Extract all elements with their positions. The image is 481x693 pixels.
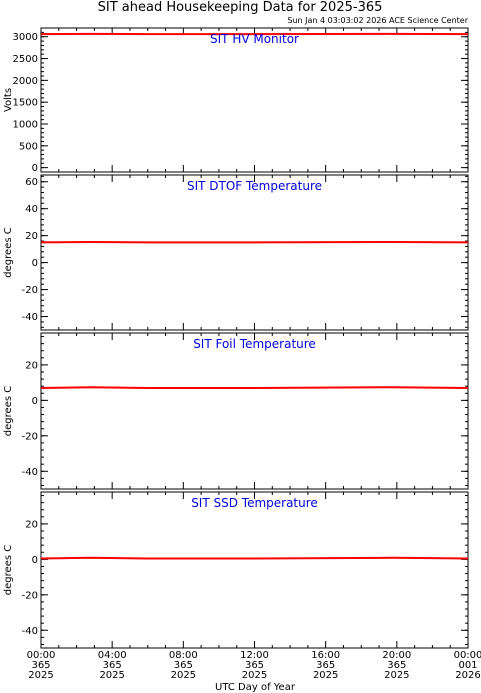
y-tick-label: 500 — [19, 141, 38, 152]
y-tick-label: 1000 — [13, 120, 38, 131]
y-tick-label: 2000 — [13, 76, 38, 87]
panel-1: 0 500 1000 1500 2000 2500 3000 Volts SIT HV Moni… — [3, 27, 469, 174]
panel-frame — [40, 174, 469, 331]
y-tick-label: -20 — [22, 285, 38, 296]
y-tick-label: 1500 — [13, 98, 38, 109]
y-tick-label: -40 — [22, 467, 38, 478]
y-axis-label: degrees C — [3, 386, 14, 436]
chart-title: SIT ahead Housekeeping Data for 2025-365 — [98, 0, 383, 15]
y-tick-label: 20 — [25, 519, 38, 530]
x-tick-label-doy: 365 — [103, 660, 122, 671]
x-axis-label: UTC Day of Year — [215, 682, 296, 693]
panel-frame — [40, 491, 469, 649]
panel-3: -40 -20 0 20 degrees C SIT Foil Temperature — [3, 332, 469, 490]
y-tick-label: -40 — [22, 312, 38, 323]
panel-frame — [40, 27, 469, 173]
x-tick-label-year: 2025 — [313, 670, 338, 681]
x-tick-label-year: 2025 — [99, 670, 124, 681]
series-line — [40, 556, 469, 560]
chart-subtitle: Sun Jan 4 03:03:02 2026 ACE Science Cent… — [287, 16, 468, 25]
y-tick-label: 0 — [32, 555, 38, 566]
y-tick-label: 3000 — [13, 32, 38, 43]
x-tick-label-doy: 365 — [387, 660, 406, 671]
y-tick-label: -20 — [22, 431, 38, 442]
y-tick-label: -20 — [22, 590, 38, 601]
x-tick-label-doy: 365 — [174, 660, 193, 671]
x-tick-label-time: 04:00 — [98, 650, 127, 661]
y-tick-label: 20 — [25, 231, 38, 242]
x-tick-label-time: 20:00 — [382, 650, 411, 661]
y-tick-label: 40 — [25, 204, 38, 215]
y-axis-label: degrees C — [3, 227, 14, 277]
y-tick-label: 0 — [32, 396, 38, 407]
y-axis-label: Volts — [3, 88, 14, 112]
panel-title: SIT DTOF Temperature — [187, 179, 322, 193]
x-tick-label-doy: 365 — [245, 660, 264, 671]
x-tick-label-time: 16:00 — [311, 650, 340, 661]
x-tick-label-year: 2025 — [384, 670, 409, 681]
y-tick-label: 0 — [32, 163, 38, 174]
panel-title: SIT HV Monitor — [210, 32, 299, 46]
x-tick-label-time: 00:00 — [454, 650, 481, 661]
x-tick-label-time: 00:00 — [27, 650, 56, 661]
x-tick-label-doy: 365 — [316, 660, 335, 671]
panel-2: -40 -20 0 20 40 60 degrees C SIT DTOF Temperatu… — [3, 174, 469, 331]
panel-4: -40 -20 0 20 degrees C SIT SSD Temperature — [3, 491, 469, 649]
y-axis-label: degrees C — [3, 545, 14, 595]
x-tick-label-year: 2025 — [28, 670, 53, 681]
panel-frame — [40, 332, 469, 490]
y-tick-label: 2500 — [13, 54, 38, 65]
panel-title: SIT SSD Temperature — [191, 496, 318, 510]
x-tick-label-year: 2025 — [242, 670, 267, 681]
x-tick-label-time: 08:00 — [169, 650, 198, 661]
y-tick-label: 0 — [32, 258, 38, 269]
y-tick-label: 60 — [25, 177, 38, 188]
series-line — [40, 386, 469, 389]
panel-title: SIT Foil Temperature — [193, 337, 316, 351]
x-axis: 00:00365202504:00365202508:00365202512:0… — [27, 650, 481, 681]
y-tick-label: 20 — [25, 360, 38, 371]
x-tick-label-doy: 001 — [458, 660, 477, 671]
x-tick-label-time: 12:00 — [240, 650, 269, 661]
y-tick-label: -40 — [22, 626, 38, 637]
x-tick-label-year: 2025 — [171, 670, 196, 681]
x-tick-label-doy: 365 — [31, 660, 50, 671]
x-tick-label-year: 2026 — [455, 670, 480, 681]
